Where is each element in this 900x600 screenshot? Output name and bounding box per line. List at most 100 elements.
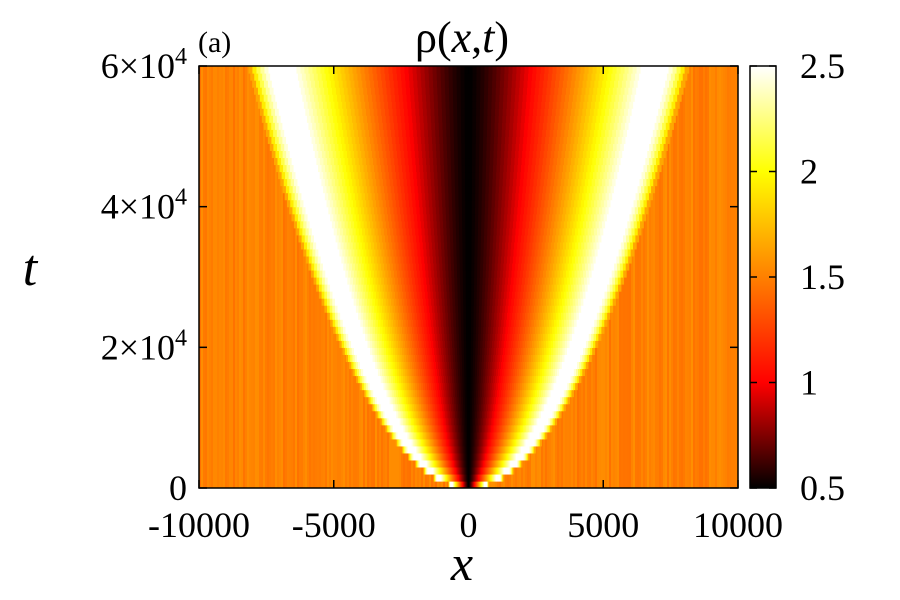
heatmap-cell (410, 354, 414, 362)
heatmap-cell (426, 340, 430, 348)
heatmap-cell (520, 213, 524, 222)
heatmap-cell (593, 262, 598, 271)
heatmap-cell (581, 305, 585, 313)
heatmap-cell (420, 361, 424, 370)
heatmap-cell (588, 340, 592, 348)
heatmap-cell (502, 326, 507, 334)
heatmap-cell (417, 312, 421, 320)
heatmap-cell (310, 241, 314, 250)
heatmap-cell (521, 389, 525, 398)
heatmap-cell (602, 305, 606, 313)
heatmap-cell (412, 298, 416, 306)
heatmap-cell (394, 213, 399, 222)
heatmap-cell (522, 248, 527, 257)
heatmap-cell (409, 234, 414, 243)
heatmap-cell (457, 452, 460, 461)
heatmap-cell (455, 298, 459, 306)
heatmap-cell (407, 375, 410, 384)
heatmap-cell (481, 192, 486, 201)
heatmap-cell (613, 234, 618, 243)
heatmap-cell (468, 466, 470, 475)
heatmap-cell (457, 424, 461, 433)
heatmap-cell (358, 340, 362, 348)
noise-stripe (307, 66, 309, 488)
heatmap-cell (447, 459, 449, 468)
heatmap-cell (426, 277, 430, 285)
heatmap-cell (482, 375, 486, 384)
heatmap-cell (533, 234, 538, 243)
heatmap-cell (378, 192, 383, 201)
heatmap-cell (601, 291, 606, 299)
heatmap-cell (455, 192, 460, 201)
heatmap-cell (366, 375, 370, 384)
heatmap-cell (555, 354, 559, 362)
heatmap-cell (611, 206, 616, 215)
heatmap-cell (358, 277, 363, 285)
heatmap-cell (435, 424, 438, 433)
heatmap-cell (458, 326, 462, 334)
heatmap-cell (473, 410, 476, 419)
heatmap-cell (556, 389, 559, 398)
heatmap-cell (452, 431, 455, 440)
heatmap-cell (489, 473, 491, 482)
heatmap-cell (619, 262, 624, 271)
heatmap-cell (487, 284, 492, 292)
heatmap-cell (555, 312, 559, 320)
heatmap-cell (473, 291, 478, 299)
noise-stripe (211, 66, 213, 488)
heatmap-cell (556, 319, 560, 327)
heatmap-cell (519, 445, 522, 454)
heatmap-cell (595, 284, 600, 292)
heatmap-cell (592, 277, 596, 285)
heatmap-cell (488, 396, 492, 405)
heatmap-cell (498, 424, 501, 433)
heatmap-cell (466, 396, 470, 405)
heatmap-cell (567, 340, 571, 348)
heatmap-row (293, 220, 644, 229)
heatmap-cell (517, 403, 521, 412)
heatmap-cell (410, 431, 413, 440)
noise-stripe (735, 66, 737, 488)
heatmap-cell (387, 326, 391, 334)
heatmap-cell (542, 417, 545, 426)
heatmap-cell (511, 199, 516, 208)
heatmap-cell (421, 255, 425, 264)
heatmap-cell (482, 340, 486, 348)
heatmap-cell (598, 333, 602, 341)
heatmap-cell (310, 269, 315, 278)
heatmap-cell (464, 473, 466, 482)
heatmap-cell (589, 312, 593, 320)
heatmap-cell (420, 319, 424, 327)
heatmap-cell (554, 375, 557, 384)
heatmap-cell (440, 473, 442, 482)
heatmap-cell (389, 305, 394, 313)
heatmap-cell (497, 262, 502, 271)
heatmap-cell (450, 452, 453, 461)
heatmap-cell (402, 396, 405, 405)
heatmap-cell (468, 241, 473, 250)
heatmap-cell (362, 361, 365, 370)
heatmap-cell (370, 361, 374, 370)
heatmap-cell (451, 361, 454, 370)
heatmap-cell (437, 333, 441, 341)
heatmap-cell (484, 227, 488, 236)
heatmap-cell (352, 312, 357, 320)
heatmap-cell (313, 277, 317, 285)
heatmap-cell (582, 206, 587, 215)
heatmap-cell (592, 347, 596, 355)
noise-stripe (305, 66, 307, 488)
heatmap-cell (359, 199, 364, 208)
heatmap-cell (448, 473, 451, 482)
heatmap-cell (358, 368, 362, 377)
heatmap-cell (367, 206, 372, 215)
heatmap-cell (436, 438, 439, 447)
heatmap-cell (371, 368, 375, 377)
heatmap-cell (576, 333, 580, 341)
heatmap-cell (491, 466, 493, 475)
heatmap-cell (396, 403, 399, 412)
heatmap-cell (423, 305, 428, 313)
heatmap-cell (578, 241, 582, 250)
heatmap-cell (510, 417, 513, 426)
heatmap-cell (566, 326, 570, 334)
heatmap-cell (515, 452, 518, 461)
